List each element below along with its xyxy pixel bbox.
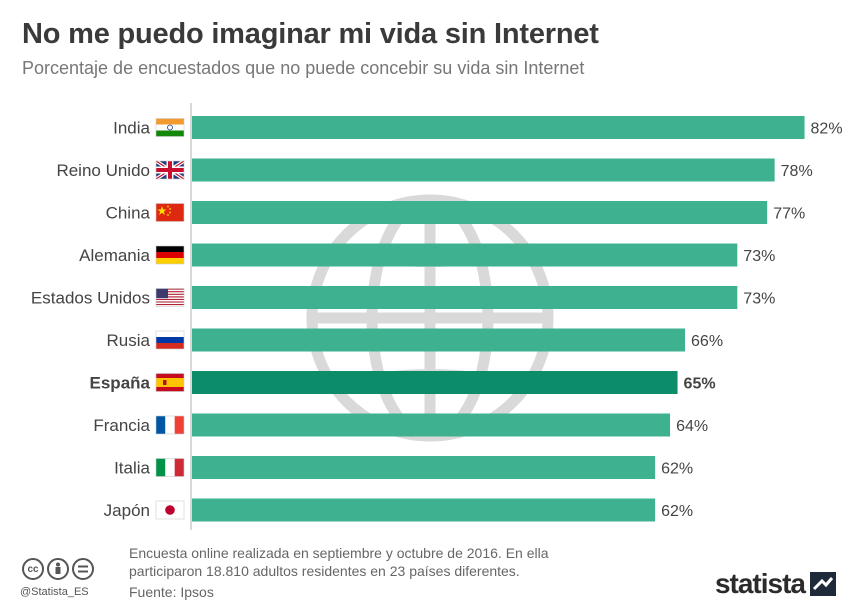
value-label: 77% — [773, 206, 805, 223]
chart-title: No me puedo imaginar mi vida sin Interne… — [22, 18, 599, 50]
value-label: 64% — [676, 418, 708, 435]
category-label: España — [90, 374, 151, 393]
bar-10 — [192, 498, 656, 522]
value-label: 82% — [811, 121, 843, 138]
category-label: Alemania — [79, 246, 150, 265]
category-label: Italia — [114, 459, 150, 478]
value-label: 73% — [743, 248, 775, 265]
category-label: China — [106, 204, 151, 223]
chart-subtitle: Porcentaje de encuestados que no puede c… — [22, 58, 585, 78]
uk-flag-icon — [155, 159, 185, 181]
statista-logo: statista — [715, 568, 836, 600]
bar-6 — [192, 328, 686, 352]
survey-note: Encuesta online realizada en septiembre … — [129, 545, 549, 579]
value-label: 73% — [743, 291, 775, 308]
category-label: Japón — [104, 501, 150, 520]
statista-handle: @Statista_ES — [20, 586, 89, 598]
india-flag-icon — [155, 118, 185, 137]
by-icon — [47, 558, 69, 580]
bar-3 — [192, 201, 768, 224]
value-label: 66% — [691, 333, 723, 350]
bar-7 — [192, 371, 678, 394]
italy-flag-icon — [155, 458, 185, 477]
bar-8 — [192, 413, 671, 437]
bar-9 — [192, 456, 656, 479]
value-label: 62% — [661, 461, 693, 478]
bar-chart: 82% India 78% Reino Unido 77% China 73% Alemani… — [31, 103, 843, 530]
bar-5 — [192, 286, 738, 309]
category-label: Estados Unidos — [31, 289, 150, 308]
france-flag-icon — [155, 415, 185, 435]
globe-icon — [306, 194, 554, 442]
license-icons: cc — [22, 558, 94, 580]
bar-2 — [192, 158, 775, 182]
category-label: Rusia — [107, 331, 151, 350]
category-label: Reino Unido — [56, 161, 150, 180]
cc-icon: cc — [22, 558, 44, 580]
nd-icon — [72, 558, 94, 580]
category-label: Francia — [93, 416, 150, 435]
value-label: 65% — [684, 376, 716, 393]
bar-4 — [192, 243, 738, 267]
russia-flag-icon — [155, 330, 185, 350]
bar-1 — [192, 116, 805, 139]
germany-flag-icon — [155, 245, 185, 265]
statista-mark-icon — [810, 572, 836, 596]
source-note: Fuente: Ipsos — [129, 584, 214, 600]
china-flag-icon — [155, 203, 185, 222]
category-label: India — [113, 119, 150, 138]
value-label: 78% — [781, 163, 813, 180]
value-label: 62% — [661, 503, 693, 520]
spain-flag-icon — [155, 373, 185, 392]
usa-flag-icon — [155, 288, 185, 307]
brand-name: statista — [714, 568, 806, 599]
japan-flag-icon — [155, 500, 185, 520]
